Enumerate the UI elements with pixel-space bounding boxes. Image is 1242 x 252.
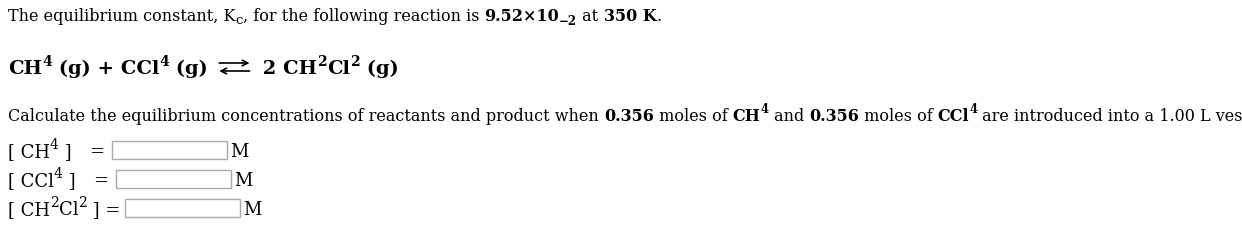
Text: 4: 4 <box>969 103 977 116</box>
Bar <box>124 199 240 217</box>
Text: (g): (g) <box>169 60 215 78</box>
Text: are introduced into a 1.00 L vessel at: are introduced into a 1.00 L vessel at <box>977 108 1242 125</box>
Text: 4: 4 <box>50 138 58 152</box>
Text: 2: 2 <box>78 196 87 210</box>
Text: (g) + CCl: (g) + CCl <box>52 60 159 78</box>
Text: Cl: Cl <box>58 201 78 219</box>
Text: CCl: CCl <box>938 108 969 125</box>
Text: moles of: moles of <box>653 108 733 125</box>
Text: CH: CH <box>733 108 760 125</box>
Text: =: = <box>93 172 108 190</box>
Text: 4: 4 <box>760 103 769 116</box>
Bar <box>112 141 226 159</box>
Text: moles of: moles of <box>859 108 938 125</box>
Text: 4: 4 <box>159 55 169 69</box>
Text: M: M <box>235 172 253 190</box>
Text: M: M <box>243 201 262 219</box>
Text: −2: −2 <box>559 15 578 28</box>
Text: 2: 2 <box>50 196 58 210</box>
Text: [ CH: [ CH <box>7 143 50 161</box>
Text: [ CH: [ CH <box>7 201 50 219</box>
Text: c: c <box>236 14 243 27</box>
Text: [ CCl: [ CCl <box>7 172 53 190</box>
Text: , for the following reaction is: , for the following reaction is <box>243 8 484 25</box>
Text: 9.52×10: 9.52×10 <box>484 8 559 25</box>
Bar <box>116 170 231 188</box>
Text: CH: CH <box>7 60 42 78</box>
Text: Calculate the equilibrium concentrations of reactants and product when: Calculate the equilibrium concentrations… <box>7 108 604 125</box>
Text: 0.356: 0.356 <box>604 108 653 125</box>
Text: ]: ] <box>58 143 72 161</box>
Text: (g): (g) <box>360 60 399 78</box>
Text: 4: 4 <box>53 167 63 181</box>
Text: and: and <box>769 108 809 125</box>
Text: 2: 2 <box>318 55 327 69</box>
Text: .: . <box>656 8 662 25</box>
Text: 350 K: 350 K <box>604 8 656 25</box>
Text: 4: 4 <box>42 55 52 69</box>
Text: 2 CH: 2 CH <box>256 60 318 78</box>
Text: ]: ] <box>63 172 76 190</box>
Text: 2: 2 <box>350 55 360 69</box>
Text: ] =: ] = <box>87 201 120 219</box>
Text: at: at <box>578 8 604 25</box>
Text: The equilibrium constant, K: The equilibrium constant, K <box>7 8 236 25</box>
Text: =: = <box>89 143 104 161</box>
Text: Cl: Cl <box>327 60 350 78</box>
Text: M: M <box>231 143 248 161</box>
Text: 0.356: 0.356 <box>809 108 859 125</box>
